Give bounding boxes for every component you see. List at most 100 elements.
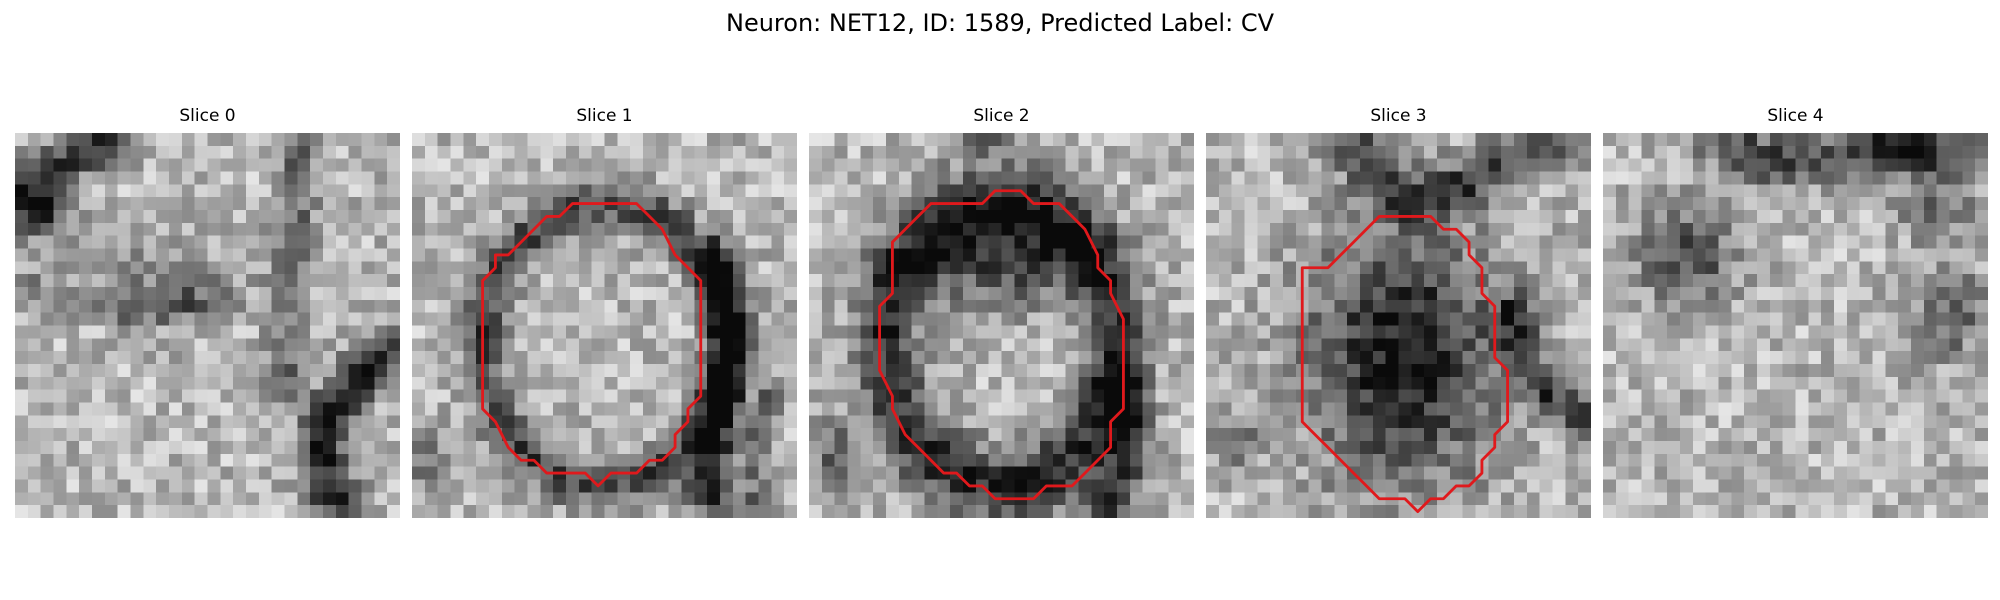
pixel-cell: [668, 197, 682, 211]
pixel-cell: [1769, 466, 1783, 480]
pixel-cell: [1514, 389, 1528, 403]
pixel-cell: [181, 376, 195, 390]
pixel-cell: [1295, 479, 1309, 493]
pixel-cell: [79, 441, 93, 455]
pixel-cell: [130, 248, 144, 262]
pixel-cell: [1885, 145, 1899, 159]
pixel-cell: [476, 222, 490, 236]
pixel-cell: [1001, 197, 1015, 211]
pixel-cell: [412, 338, 426, 352]
pixel-cell: [1757, 402, 1771, 416]
pixel-cell: [1142, 261, 1156, 275]
pixel-cell: [1859, 453, 1873, 467]
pixel-cell: [79, 287, 93, 301]
pixel-cell: [1667, 415, 1681, 429]
pixel-cell: [1411, 376, 1425, 390]
pixel-cell: [1923, 351, 1937, 365]
pixel-cell: [1142, 325, 1156, 339]
pixel-cell: [1027, 235, 1041, 249]
pixel-cell: [630, 312, 644, 326]
pixel-cell: [527, 325, 541, 339]
pixel-cell: [1231, 441, 1245, 455]
pixel-cell: [1539, 441, 1553, 455]
pixel-cell: [66, 338, 80, 352]
pixel-cell: [617, 133, 631, 147]
pixel-cell: [246, 145, 260, 159]
pixel-cell: [1526, 415, 1540, 429]
pixel-cell: [630, 505, 644, 518]
pixel-cell: [745, 453, 759, 467]
pixel-cell: [1462, 287, 1476, 301]
pixel-cell: [1769, 158, 1783, 172]
pixel-cell: [1206, 338, 1220, 352]
pixel-cell: [694, 492, 708, 506]
pixel-cell: [1142, 466, 1156, 480]
pixel-cell: [1603, 248, 1617, 262]
pixel-cell: [1769, 248, 1783, 262]
pixel-cell: [1283, 171, 1297, 185]
pixel-cell: [860, 505, 874, 518]
pixel-cell: [348, 158, 362, 172]
pixel-cell: [1065, 299, 1079, 313]
pixel-cell: [1514, 133, 1528, 147]
pixel-cell: [1052, 171, 1066, 185]
pixel-cell: [1718, 415, 1732, 429]
pixel-cell: [1975, 222, 1988, 236]
pixel-cell: [1104, 376, 1118, 390]
pixel-cell: [1667, 299, 1681, 313]
pixel-cell: [1385, 312, 1399, 326]
pixel-cell: [681, 428, 695, 442]
pixel-cell: [1308, 210, 1322, 224]
pixel-cell: [1231, 261, 1245, 275]
pixel-cell: [1181, 428, 1194, 442]
pixel-cell: [898, 197, 912, 211]
pixel-cell: [1514, 364, 1528, 378]
pixel-cell: [361, 453, 375, 467]
pixel-cell: [1795, 505, 1809, 518]
pixel-cell: [1923, 376, 1937, 390]
pixel-cell: [1181, 299, 1194, 313]
pixel-cell: [1270, 441, 1284, 455]
pixel-cell: [1692, 133, 1706, 147]
pixel-cell: [1334, 441, 1348, 455]
pixel-cell: [15, 492, 29, 506]
pixel-cell: [514, 441, 528, 455]
pixel-cell: [578, 235, 592, 249]
pixel-cell: [617, 389, 631, 403]
pixel-cell: [1923, 274, 1937, 288]
pixel-cell: [246, 287, 260, 301]
pixel-cell: [1808, 145, 1822, 159]
pixel-cell: [527, 197, 541, 211]
pixel-cell: [681, 248, 695, 262]
pixel-cell: [655, 338, 669, 352]
pixel-cell: [1680, 210, 1694, 224]
pixel-cell: [1091, 222, 1105, 236]
pixel-cell: [1834, 389, 1848, 403]
pixel-cell: [1129, 351, 1143, 365]
pixel-cell: [246, 466, 260, 480]
pixel-cell: [1398, 184, 1412, 198]
pixel-cell: [207, 158, 221, 172]
pixel-cell: [1052, 235, 1066, 249]
pixel-cell: [297, 145, 311, 159]
pixel-cell: [784, 479, 797, 493]
pixel-cell: [1295, 197, 1309, 211]
pixel-cell: [1936, 210, 1950, 224]
pixel-cell: [1462, 492, 1476, 506]
pixel-cell: [1270, 287, 1284, 301]
pixel-cell: [117, 453, 131, 467]
pixel-cell: [1898, 287, 1912, 301]
pixel-cell: [53, 428, 67, 442]
pixel-cell: [1360, 235, 1374, 249]
pixel-cell: [104, 402, 118, 416]
pixel-cell: [732, 133, 746, 147]
pixel-cell: [617, 210, 631, 224]
pixel-cell: [1065, 453, 1079, 467]
pixel-cell: [1385, 466, 1399, 480]
pixel-cell: [1680, 133, 1694, 147]
pixel-cell: [1347, 453, 1361, 467]
pixel-cell: [1142, 505, 1156, 518]
pixel-cell: [1769, 441, 1783, 455]
pixel-cell: [1475, 479, 1489, 493]
pixel-cell: [1885, 466, 1899, 480]
